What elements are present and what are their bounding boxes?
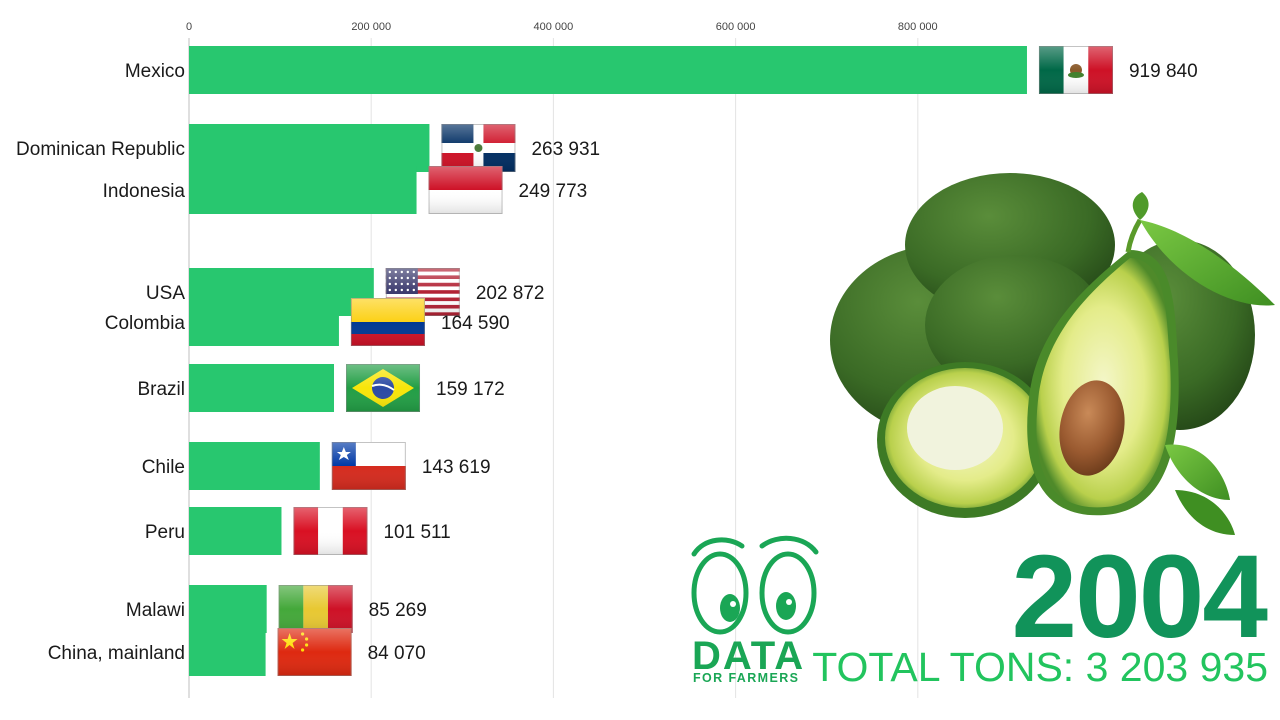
bar bbox=[189, 124, 430, 172]
value-label: 159 172 bbox=[436, 379, 505, 400]
logo-eyes bbox=[691, 535, 819, 635]
tick-label: 800 000 bbox=[898, 21, 938, 33]
category-label: Peru bbox=[145, 522, 185, 543]
chile-flag-icon bbox=[331, 442, 406, 490]
value-label: 84 070 bbox=[368, 643, 426, 664]
total-tons-label: TOTAL TONS: 3 203 935 bbox=[812, 644, 1268, 690]
year-label: 2004 bbox=[1011, 531, 1268, 663]
colombia-flag-icon bbox=[350, 298, 425, 346]
category-label: China, mainland bbox=[48, 643, 185, 664]
tick-label: 0 bbox=[186, 21, 192, 33]
value-label: 143 619 bbox=[422, 457, 491, 478]
category-label: Colombia bbox=[105, 313, 186, 334]
tick-label: 400 000 bbox=[534, 21, 574, 33]
value-label: 85 269 bbox=[369, 600, 427, 621]
bar bbox=[189, 166, 417, 214]
value-label: 202 872 bbox=[476, 283, 545, 304]
value-label: 249 773 bbox=[519, 181, 588, 202]
dominican-republic-flag-icon bbox=[441, 124, 516, 172]
category-label: Chile bbox=[142, 457, 185, 478]
china-flag-icon bbox=[277, 628, 352, 676]
value-label: 101 511 bbox=[383, 522, 450, 543]
brazil-flag-icon bbox=[346, 364, 421, 412]
flags bbox=[277, 46, 1113, 676]
peru-flag-icon bbox=[293, 507, 368, 555]
value-label: 919 840 bbox=[1129, 61, 1198, 82]
bar bbox=[189, 507, 282, 555]
bar bbox=[189, 298, 339, 346]
value-label: 263 931 bbox=[531, 139, 600, 160]
axis-ticks: 0 200 000 400 000 600 000 800 000 bbox=[186, 21, 938, 33]
malawi-flag-icon bbox=[278, 585, 353, 633]
category-label: Indonesia bbox=[103, 181, 186, 202]
indonesia-flag-icon bbox=[428, 166, 503, 214]
bar bbox=[189, 442, 320, 490]
bar bbox=[189, 46, 1027, 94]
bar bbox=[189, 628, 266, 676]
category-label: Dominican Republic bbox=[16, 139, 185, 160]
labels: Mexico 919 840 Dominican Republic 263 931 In… bbox=[16, 61, 1198, 664]
mexico-flag-icon bbox=[1038, 46, 1113, 94]
category-label: Malawi bbox=[126, 600, 185, 621]
tick-label: 600 000 bbox=[716, 21, 756, 33]
bar bbox=[189, 364, 335, 412]
bars bbox=[189, 46, 1027, 676]
avocado-illustration bbox=[830, 173, 1275, 535]
bar bbox=[189, 585, 267, 633]
category-label: USA bbox=[146, 283, 185, 304]
category-label: Mexico bbox=[125, 61, 185, 82]
value-label: 164 590 bbox=[441, 313, 510, 334]
logo-word: DATA bbox=[692, 634, 806, 678]
tick-label: 200 000 bbox=[351, 21, 391, 33]
logo-subtitle: FOR FARMERS bbox=[693, 671, 800, 685]
category-label: Brazil bbox=[137, 379, 185, 400]
